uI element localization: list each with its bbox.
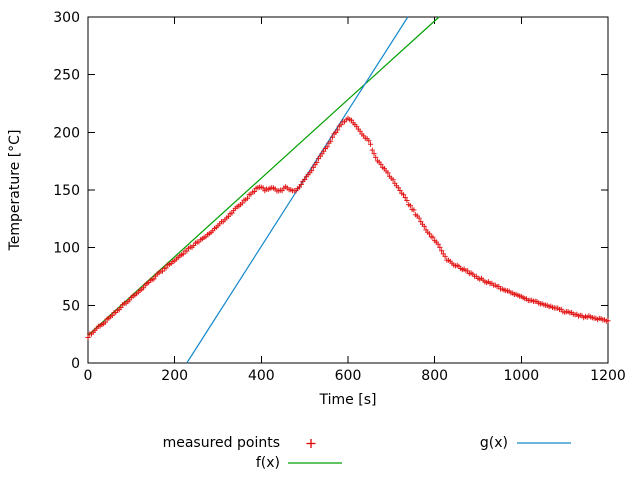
y-tick-label: 200 (53, 125, 80, 141)
legend-label-measured-points: measured points (162, 435, 280, 451)
x-tick-label: 400 (248, 368, 275, 384)
y-tick-label: 300 (53, 10, 80, 26)
axis-ticks (87, 16, 609, 364)
y-axis-label: Temperature [°C] (7, 129, 23, 251)
line-f (87, 16, 440, 336)
x-axis-label: Time [s] (319, 392, 377, 408)
legend-label-g: g(x) (479, 435, 508, 451)
x-tick-label: 600 (335, 368, 362, 384)
y-tick-label: 50 (62, 298, 80, 314)
y-tick-label: 250 (53, 68, 80, 84)
y-tick-label: 150 (53, 183, 80, 199)
y-tick-label: 0 (71, 356, 80, 372)
legend-line-sample-g (517, 442, 571, 444)
legend-label-f: f(x) (255, 455, 280, 471)
x-tick-label: 200 (161, 368, 188, 384)
legend-plus-marker-icon (306, 439, 316, 448)
plot-border (87, 16, 609, 364)
measured-points-markers (85, 115, 611, 341)
tick-labels: 0 200 400 600 800 1000 1200 0 50 100 150 200 250 300 (53, 10, 626, 384)
x-tick-label: 1200 (590, 368, 626, 384)
x-tick-label: 800 (421, 368, 448, 384)
x-tick-label: 1000 (504, 368, 540, 384)
x-tick-label: 0 (84, 368, 93, 384)
legend-line-sample-f (288, 462, 342, 464)
y-tick-label: 100 (53, 241, 80, 257)
